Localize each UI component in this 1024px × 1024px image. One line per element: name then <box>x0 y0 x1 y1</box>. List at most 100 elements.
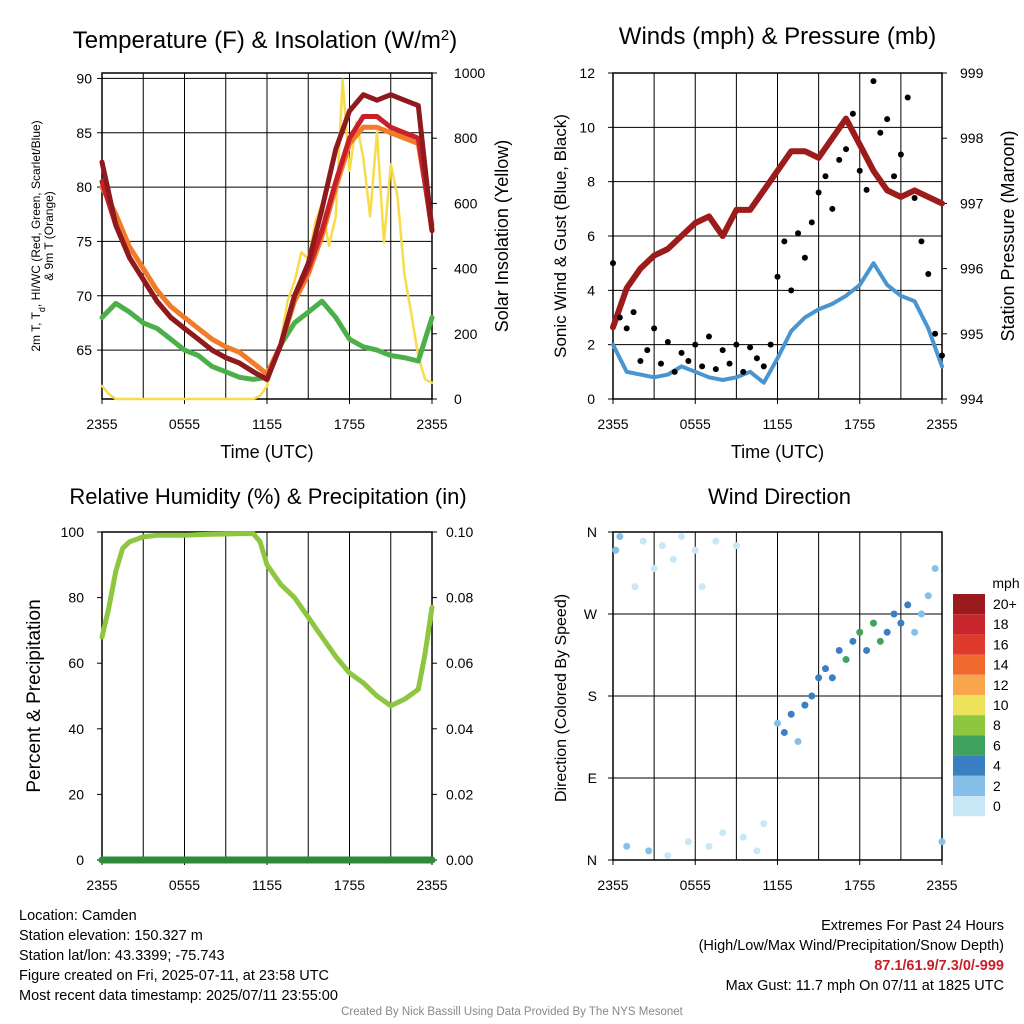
y-tick-label: 80 <box>76 179 92 195</box>
series-line-hi-wc <box>99 92 435 382</box>
gust-point <box>692 341 699 348</box>
wind-direction-point <box>815 674 823 682</box>
legend-label: 2 <box>993 778 1001 794</box>
wind-direction-point <box>924 592 932 600</box>
max-gust-text: Max Gust: 11.7 mph On 07/11 at 1825 UTC <box>725 978 1004 994</box>
y2-tick-label: 0 <box>454 391 462 407</box>
gust-point <box>712 366 719 373</box>
gust-point <box>788 287 795 294</box>
y-axis-label: Sonic Wind & Gust (Blue, Black) <box>551 114 570 358</box>
wind-direction-point <box>780 728 788 736</box>
chart-title: Winds (mph) & Pressure (mb) <box>619 23 936 50</box>
gust-point <box>760 363 767 370</box>
gust-point <box>774 273 781 280</box>
gust-point <box>637 357 644 364</box>
x-tick-label: 2355 <box>926 877 957 893</box>
y-tick-label: 80 <box>68 590 84 606</box>
location-text: Location: Camden <box>19 908 137 924</box>
wind-direction-point <box>917 610 925 618</box>
wind-direction-point <box>760 820 768 828</box>
gust-point <box>623 325 630 332</box>
wind-direction-point <box>890 610 898 618</box>
wind-direction-point <box>828 674 836 682</box>
wind-direction-point <box>639 537 647 545</box>
gust-point <box>897 151 904 158</box>
legend-label: 4 <box>993 758 1001 774</box>
wind-direction-point <box>876 637 884 645</box>
gust-point <box>733 341 740 348</box>
x-tick-label: 1755 <box>334 877 365 893</box>
wind-direction-point <box>631 583 639 591</box>
wind-direction-point <box>732 542 740 550</box>
legend-label: 16 <box>993 636 1009 652</box>
gust-point <box>815 189 822 196</box>
wind-direction-point <box>774 719 781 727</box>
extremes-info: Extremes For Past 24 Hours (High/Low/Max… <box>699 916 1004 996</box>
y-tick-label: 70 <box>76 288 92 304</box>
y2-tick-label: 200 <box>454 326 478 342</box>
wind-direction-point <box>808 692 816 700</box>
x-tick-label: 0555 <box>680 877 711 893</box>
y2-tick-label: 997 <box>960 195 984 211</box>
gust-point <box>877 129 884 136</box>
y2-tick-label: 996 <box>960 261 984 277</box>
x-tick-label: 1755 <box>844 877 875 893</box>
y2-tick-label: 998 <box>960 130 984 146</box>
y-tick-label: 4 <box>587 282 595 298</box>
gust-point <box>870 78 877 85</box>
wind-direction-point <box>719 829 727 837</box>
y-tick-label: S <box>588 688 597 704</box>
gust-point <box>678 349 685 356</box>
gust-point <box>795 230 802 237</box>
y2-axis-label: Station Pressure (Maroon) <box>998 130 1018 341</box>
y-tick-label: 100 <box>61 524 85 540</box>
wind-direction-point <box>911 628 919 636</box>
y-tick-label: 60 <box>68 655 84 671</box>
gust-point <box>671 368 678 375</box>
y-tick-label: 75 <box>76 233 92 249</box>
gust-point <box>856 167 863 174</box>
x-axis-label: Time (UTC) <box>220 442 313 462</box>
gust-point <box>911 194 918 201</box>
wind-direction-point <box>664 851 672 859</box>
y-tick-label: 65 <box>76 342 92 358</box>
wind-direction-point <box>938 838 946 846</box>
y-axis-label: Percent & Precipitation <box>24 599 45 792</box>
wind-direction-point <box>897 619 905 627</box>
gust-point <box>685 357 692 364</box>
wind-direction-point <box>612 546 620 554</box>
wind-direction-point <box>835 646 843 654</box>
y-tick-label: 40 <box>68 721 84 737</box>
y-tick-label: 12 <box>579 65 595 81</box>
x-tick-label: 1755 <box>844 416 875 432</box>
wind-direction-point <box>869 619 877 627</box>
wind-direction-point <box>856 628 864 636</box>
legend-swatch <box>953 775 985 796</box>
gust-point <box>884 116 891 123</box>
legend-swatch <box>953 634 985 655</box>
y-tick-label: 85 <box>76 125 92 141</box>
legend-label: 0 <box>993 798 1001 814</box>
legend-swatch <box>953 594 985 615</box>
gust-point <box>891 173 898 180</box>
gust-point <box>651 325 658 332</box>
gust-point <box>740 368 747 375</box>
gust-point <box>822 173 829 180</box>
legend-label: 18 <box>993 616 1009 632</box>
gust-point <box>630 309 637 316</box>
y2-tick-label: 999 <box>960 65 984 81</box>
series-line-insolation <box>100 78 434 401</box>
created-text: Figure created on Fri, 2025-07-11, at 23… <box>19 968 330 984</box>
gust-point <box>767 341 774 348</box>
gust-point <box>801 254 808 261</box>
y-tick-label: 20 <box>68 786 84 802</box>
legend-label: 8 <box>993 717 1001 733</box>
gust-point <box>904 94 911 101</box>
y-tick-label: 2 <box>587 337 595 353</box>
x-tick-label: 0555 <box>169 416 200 432</box>
y-tick-label: N <box>587 852 597 868</box>
x-tick-label: 2355 <box>597 877 628 893</box>
wind-direction-point <box>684 838 692 846</box>
gust-point <box>664 338 671 345</box>
